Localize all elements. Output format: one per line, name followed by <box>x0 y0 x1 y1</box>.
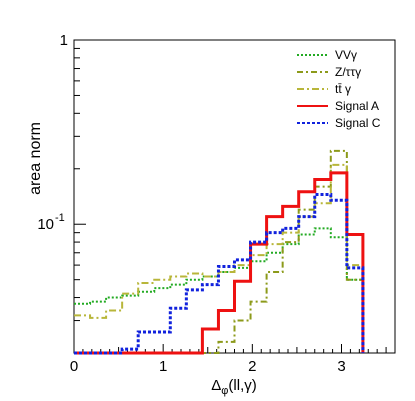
series-line-3 <box>74 171 365 355</box>
x-axis-label-main: Δ <box>211 377 221 394</box>
y-tick-label: 1 <box>60 32 68 49</box>
x-tick-label: 2 <box>248 358 256 375</box>
legend-label-ttgamma: tt̄ γ <box>335 82 351 96</box>
x-tick-label: 1 <box>159 358 167 375</box>
x-axis-label-tail: (ll,γ) <box>228 377 256 394</box>
legend-entry-ztautau: Z/ττγ <box>297 65 361 79</box>
series-layer <box>74 149 365 355</box>
legend-entry-signal-a: Signal A <box>297 99 379 113</box>
y-axis: 1 10 -1 <box>37 32 86 354</box>
legend-label-vvgamma: VVγ <box>335 48 357 62</box>
legend-entry-ttgamma: tt̄ γ <box>297 82 351 96</box>
legend-label-signal-c: Signal C <box>335 116 381 130</box>
x-tick-label: 0 <box>70 358 78 375</box>
x-axis: 0 1 2 3 <box>70 344 396 375</box>
series-line-4 <box>74 193 365 355</box>
x-axis-label-sub: φ <box>221 385 228 397</box>
legend-label-signal-a: Signal A <box>335 99 379 113</box>
legend-entry-vvgamma: VVγ <box>297 48 357 62</box>
x-axis-label: Δφ(ll,γ) <box>211 377 257 397</box>
legend: VVγ Z/ττγ tt̄ γ Signal A Signal C <box>297 48 381 130</box>
y-axis-label: area norm <box>27 122 44 195</box>
legend-label-ztautau: Z/ττγ <box>335 65 361 79</box>
series-line-0 <box>74 227 364 353</box>
legend-entry-signal-c: Signal C <box>297 116 381 130</box>
x-tick-label: 3 <box>337 358 345 375</box>
y-tick-label-exponent: -1 <box>55 212 65 224</box>
y-tick-label: 10 <box>37 216 54 233</box>
